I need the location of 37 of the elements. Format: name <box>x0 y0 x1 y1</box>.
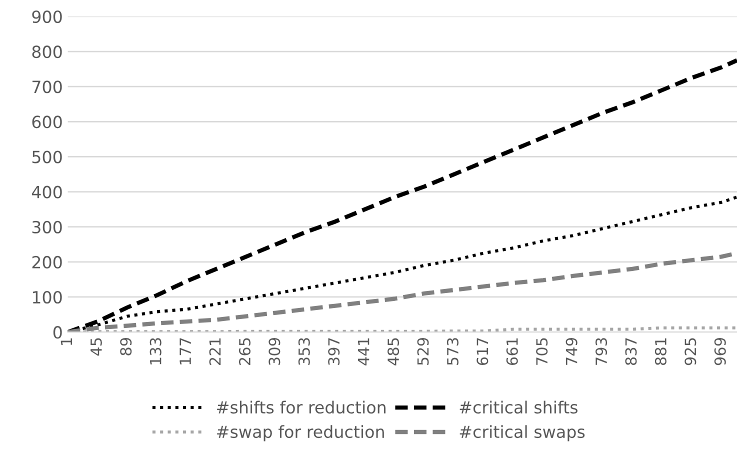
x-tick-label: 573 <box>446 338 458 365</box>
x-tick-label: 837 <box>625 338 637 366</box>
x-tick-label: 749 <box>566 338 578 365</box>
x-tick-label: 221 <box>209 338 221 365</box>
legend-label: #shifts for reduction <box>217 400 386 414</box>
x-tick-label: 45 <box>90 338 102 356</box>
legend-label: #critical shifts <box>460 400 578 414</box>
x-tick-label: 441 <box>358 338 370 366</box>
x-tick-label: 177 <box>180 338 191 364</box>
x-tick-label: 397 <box>328 338 340 365</box>
y-tick-label: 100 <box>32 290 62 304</box>
x-tick-label: 1 <box>60 338 72 345</box>
y-tick-label: 0 <box>53 326 62 339</box>
x-tick-label: 89 <box>120 338 132 356</box>
x-tick-label: 705 <box>536 338 548 365</box>
legend-label: #critical swaps <box>460 425 585 442</box>
y-tick-label: 900 <box>32 10 62 24</box>
y-tick-label: 300 <box>32 220 62 234</box>
x-tick-label: 485 <box>388 338 400 366</box>
x-tick-label: 969 <box>714 338 726 366</box>
x-tick-label: 881 <box>654 338 666 366</box>
y-tick-label: 200 <box>32 256 62 268</box>
x-tick-label: 309 <box>268 338 280 365</box>
legend-label: #swap for reduction <box>217 425 384 442</box>
y-tick-label: 800 <box>32 46 62 58</box>
y-tick-label: 500 <box>32 150 62 164</box>
x-tick-label: 529 <box>417 338 429 365</box>
x-tick-label: 925 <box>684 338 696 366</box>
x-tick-label: 661 <box>506 338 518 366</box>
x-tick-label: 793 <box>595 338 608 365</box>
x-tick-label: 265 <box>238 338 251 365</box>
y-tick-label: 400 <box>32 186 62 198</box>
x-tick-label: 133 <box>150 338 162 364</box>
x-tick-label: 617 <box>476 338 488 366</box>
y-tick-label: 600 <box>32 116 62 128</box>
x-tick-label: 353 <box>298 338 310 365</box>
y-tick-label: 700 <box>32 80 62 94</box>
